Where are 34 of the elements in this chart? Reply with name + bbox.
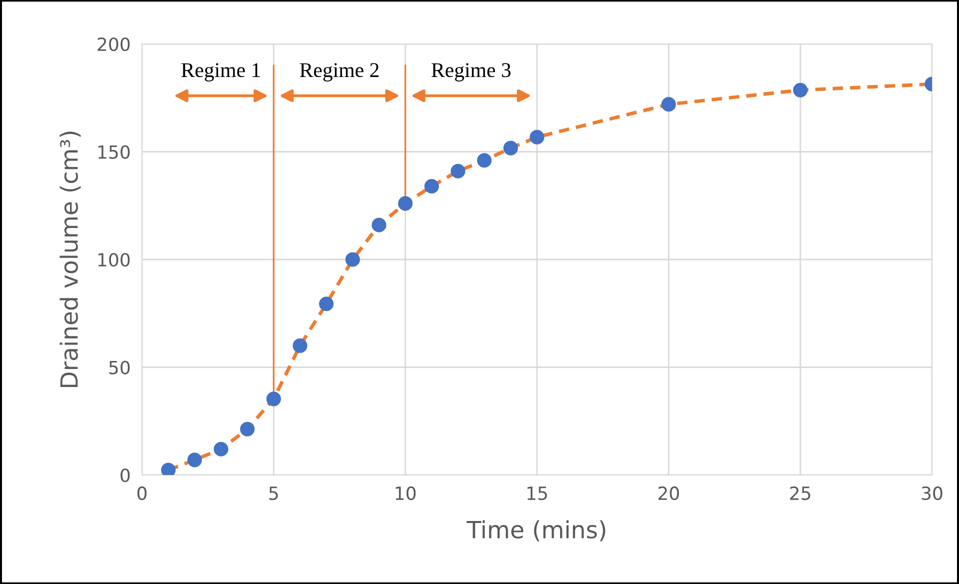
point bbox=[530, 130, 544, 144]
x-tick-label: 20 bbox=[658, 486, 679, 500]
point bbox=[793, 82, 808, 98]
y-tick-label: 150 bbox=[98, 145, 130, 159]
x-tick-label: 5 bbox=[269, 486, 278, 500]
point bbox=[661, 97, 676, 112]
point bbox=[503, 140, 518, 156]
point bbox=[424, 178, 439, 194]
annotation: Regime 1 bbox=[181, 63, 260, 82]
annotation: Regime 2 bbox=[300, 63, 379, 82]
y-tick-label: 100 bbox=[98, 252, 130, 267]
x-tick-label: 30 bbox=[922, 486, 942, 500]
x-tick-label: 15 bbox=[527, 486, 547, 500]
point bbox=[398, 196, 413, 211]
x-axis-title: Time (mins) bbox=[466, 520, 606, 542]
point bbox=[240, 422, 255, 436]
y-tick-label: 50 bbox=[109, 360, 130, 374]
point bbox=[214, 442, 228, 456]
x-tick-label: 25 bbox=[790, 486, 810, 500]
annotation: Regime 3 bbox=[432, 63, 511, 82]
point bbox=[345, 252, 360, 267]
point bbox=[187, 452, 202, 468]
y-tick-label: 0 bbox=[120, 468, 130, 482]
point bbox=[372, 218, 386, 232]
x-tick-label: 10 bbox=[396, 486, 416, 500]
y-axis-title: Drained volume (cm³) bbox=[60, 132, 81, 388]
point bbox=[266, 392, 281, 406]
x-tick-label: 0 bbox=[137, 486, 147, 500]
point bbox=[319, 296, 334, 312]
point bbox=[161, 462, 176, 475]
point bbox=[450, 164, 466, 178]
y-tick-label: 200 bbox=[98, 37, 130, 52]
point bbox=[292, 338, 308, 353]
point bbox=[477, 153, 492, 168]
